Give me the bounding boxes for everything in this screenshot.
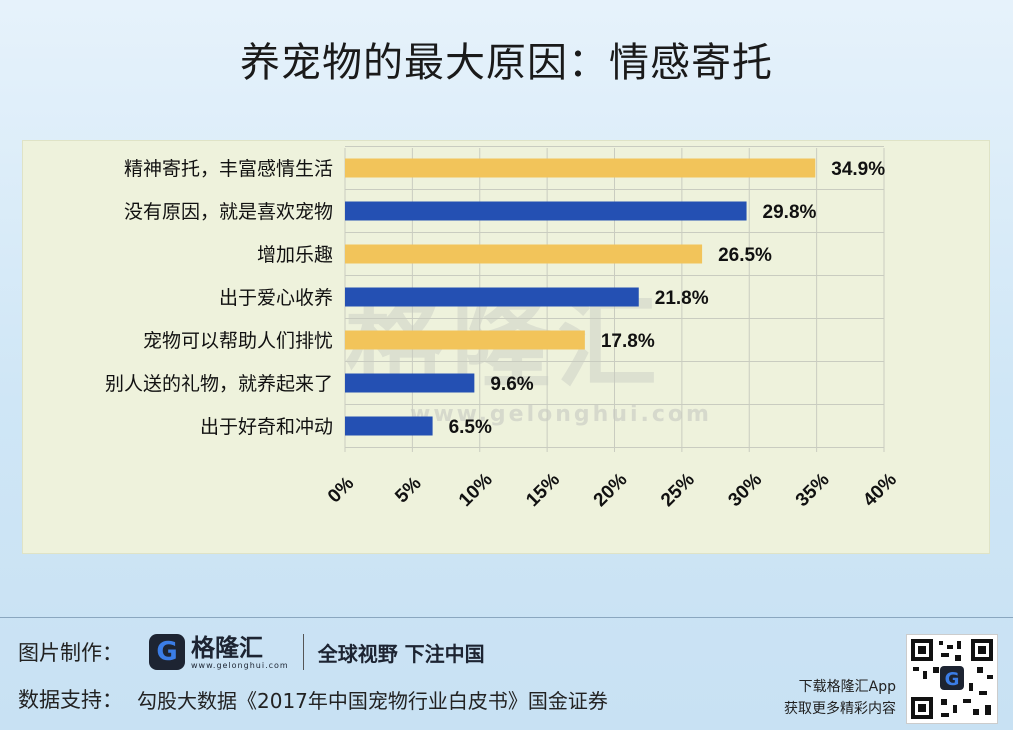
- x-tick-label-1: 5%: [391, 473, 425, 507]
- x-tick-label-6: 30%: [724, 469, 766, 511]
- footer-separator: [302, 634, 304, 670]
- category-label-3: 出于爱心收养: [219, 287, 333, 309]
- page-title: 养宠物的最大原因：情感寄托: [240, 40, 773, 86]
- category-label-4: 宠物可以帮助人们排忧: [143, 330, 333, 352]
- x-tick-label-7: 35%: [792, 469, 834, 511]
- logo-name: 格隆汇: [191, 633, 263, 662]
- x-tick-label-5: 25%: [657, 469, 699, 511]
- bar-6: [345, 416, 433, 436]
- bar-5: [345, 373, 475, 393]
- category-label-1: 没有原因，就是喜欢宠物: [124, 201, 333, 223]
- value-label-0: 34.9%: [831, 159, 885, 180]
- bar-3: [345, 287, 639, 307]
- category-label-2: 增加乐趣: [257, 244, 333, 266]
- bar-2: [345, 244, 703, 264]
- app-line-2: 获取更多精彩内容: [784, 701, 896, 717]
- source-text: 勾股大数据《2017年中国宠物行业白皮书》国金证券: [137, 688, 608, 713]
- source-label: 数据支持：: [18, 688, 123, 712]
- value-label-5: 9.6%: [490, 374, 533, 395]
- value-label-2: 26.5%: [718, 245, 772, 266]
- category-label-0: 精神寄托，丰富感情生活: [124, 158, 333, 180]
- value-label-3: 21.8%: [655, 288, 709, 309]
- value-label-6: 6.5%: [449, 417, 492, 438]
- footer-source: 数据支持： 勾股大数据《2017年中国宠物行业白皮书》国金证券: [18, 684, 608, 714]
- category-label-6: 出于好奇和冲动: [200, 416, 333, 438]
- x-tick-label-0: 0%: [324, 473, 358, 507]
- value-label-1: 29.8%: [763, 202, 817, 223]
- x-tick-label-2: 10%: [455, 469, 497, 511]
- footer-credits: 图片制作： G 格隆汇 www.gelonghui.com 全球视野 下注中国: [18, 630, 485, 674]
- made-by-label: 图片制作：: [18, 641, 123, 665]
- app-download-text: 下载格隆汇App 获取更多精彩内容: [770, 676, 896, 720]
- watermark-url: www.gelonghui.com: [410, 402, 712, 427]
- app-line-1: 下载格隆汇App: [798, 679, 896, 695]
- bar-1: [345, 201, 747, 221]
- logo-url: www.gelonghui.com: [191, 660, 289, 670]
- logo-text: 格隆汇 www.gelonghui.com: [191, 635, 289, 670]
- bar-chart: 精神寄托，丰富感情生活 34.9% 没有原因，就是喜欢宠物 29.8% 增加乐趣 26.5…: [105, 146, 901, 511]
- qr-code-icon: G: [911, 639, 993, 719]
- qr-code[interactable]: G: [906, 634, 998, 724]
- footer-divider: [0, 617, 1013, 618]
- slogan: 全球视野 下注中国: [317, 641, 485, 666]
- svg-text:G: G: [945, 669, 960, 690]
- category-label-5: 别人送的礼物，就养起来了: [105, 373, 333, 395]
- gelonghui-logo-icon: G: [149, 634, 185, 670]
- x-tick-label-8: 40%: [859, 469, 901, 511]
- bar-0: [345, 158, 816, 178]
- bar-4: [345, 330, 585, 350]
- x-tick-label-3: 15%: [522, 469, 564, 511]
- x-tick-label-4: 20%: [590, 469, 632, 511]
- value-label-4: 17.8%: [601, 331, 655, 352]
